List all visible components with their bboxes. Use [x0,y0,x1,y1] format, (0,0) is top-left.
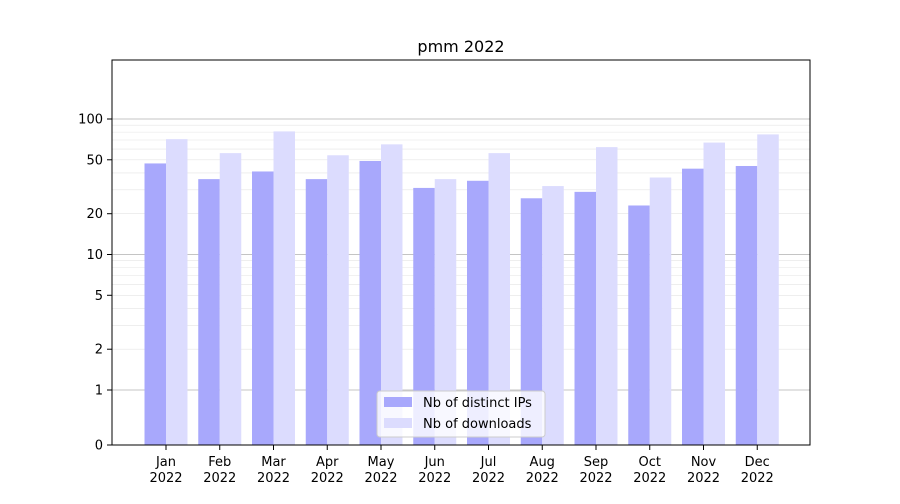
x-tick-label: Jul 2022 [472,455,505,486]
bar-downloads [219,153,242,445]
bar-distinct-ips [252,171,274,446]
legend-swatch [384,397,412,407]
x-tick-label: Jun 2022 [418,455,451,486]
bar-downloads [703,142,725,445]
bar-downloads [542,186,564,445]
bar-distinct-ips [682,168,704,445]
x-tick-label: Apr 2022 [311,455,344,486]
y-axis: 0 1 2 5 10 20 50 100 [78,113,112,454]
y-tick-label: 1 [95,384,103,399]
y-tick-label: 0 [95,439,103,454]
x-tick-label: Nov 2022 [687,455,720,486]
y-tick-label: 5 [95,289,103,304]
bar-downloads [434,179,457,445]
plot-frame [111,59,811,446]
bar-distinct-ips [467,180,489,445]
y-tick-label: 2 [95,343,103,358]
bar-distinct-ips [413,187,435,446]
legend-box [376,390,546,438]
bar-layer [144,131,779,446]
y-tick-label: 100 [78,113,103,128]
x-tick-label: Mar 2022 [257,455,290,486]
bar-distinct-ips [574,191,596,445]
x-tick-label: Dec 2022 [741,455,774,486]
x-tick-label: Jan 2022 [149,455,182,486]
bar-downloads [273,131,295,446]
x-tick-label: Feb 2022 [203,455,236,486]
bar-distinct-ips [198,179,220,445]
y-tick-label: 50 [86,153,103,168]
bar-distinct-ips [628,205,650,445]
bar-downloads [166,139,188,446]
x-tick-label: May 2022 [364,455,397,486]
legend-swatch [384,418,412,428]
x-tick-label: Oct 2022 [633,455,666,486]
chart-title: pmm 2022 [417,37,504,56]
x-axis: Jan 2022 Feb 2022 Mar 2022 Apr 2022 May 2022 Jun 20… [149,445,774,486]
x-tick-label: Aug 2022 [526,455,559,486]
y-tick-label: 20 [86,207,103,222]
bar-downloads [596,147,618,445]
legend-label: Nb of distinct IPs [423,396,532,411]
x-tick-label: Sep 2022 [579,455,612,486]
legend: Nb of distinct IPs Nb of downloads [376,390,546,438]
bar-distinct-ips [359,160,381,445]
bar-distinct-ips [144,163,166,446]
bar-downloads [757,134,779,446]
bar-distinct-ips [305,179,328,445]
bar-downloads [327,155,349,445]
legend-label: Nb of downloads [423,417,532,432]
y-tick-label: 10 [86,248,103,263]
bar-distinct-ips [520,198,543,445]
bar-downloads [488,153,510,445]
bar-distinct-ips [735,165,758,446]
bar-downloads [381,144,403,446]
bar-downloads [649,177,672,445]
